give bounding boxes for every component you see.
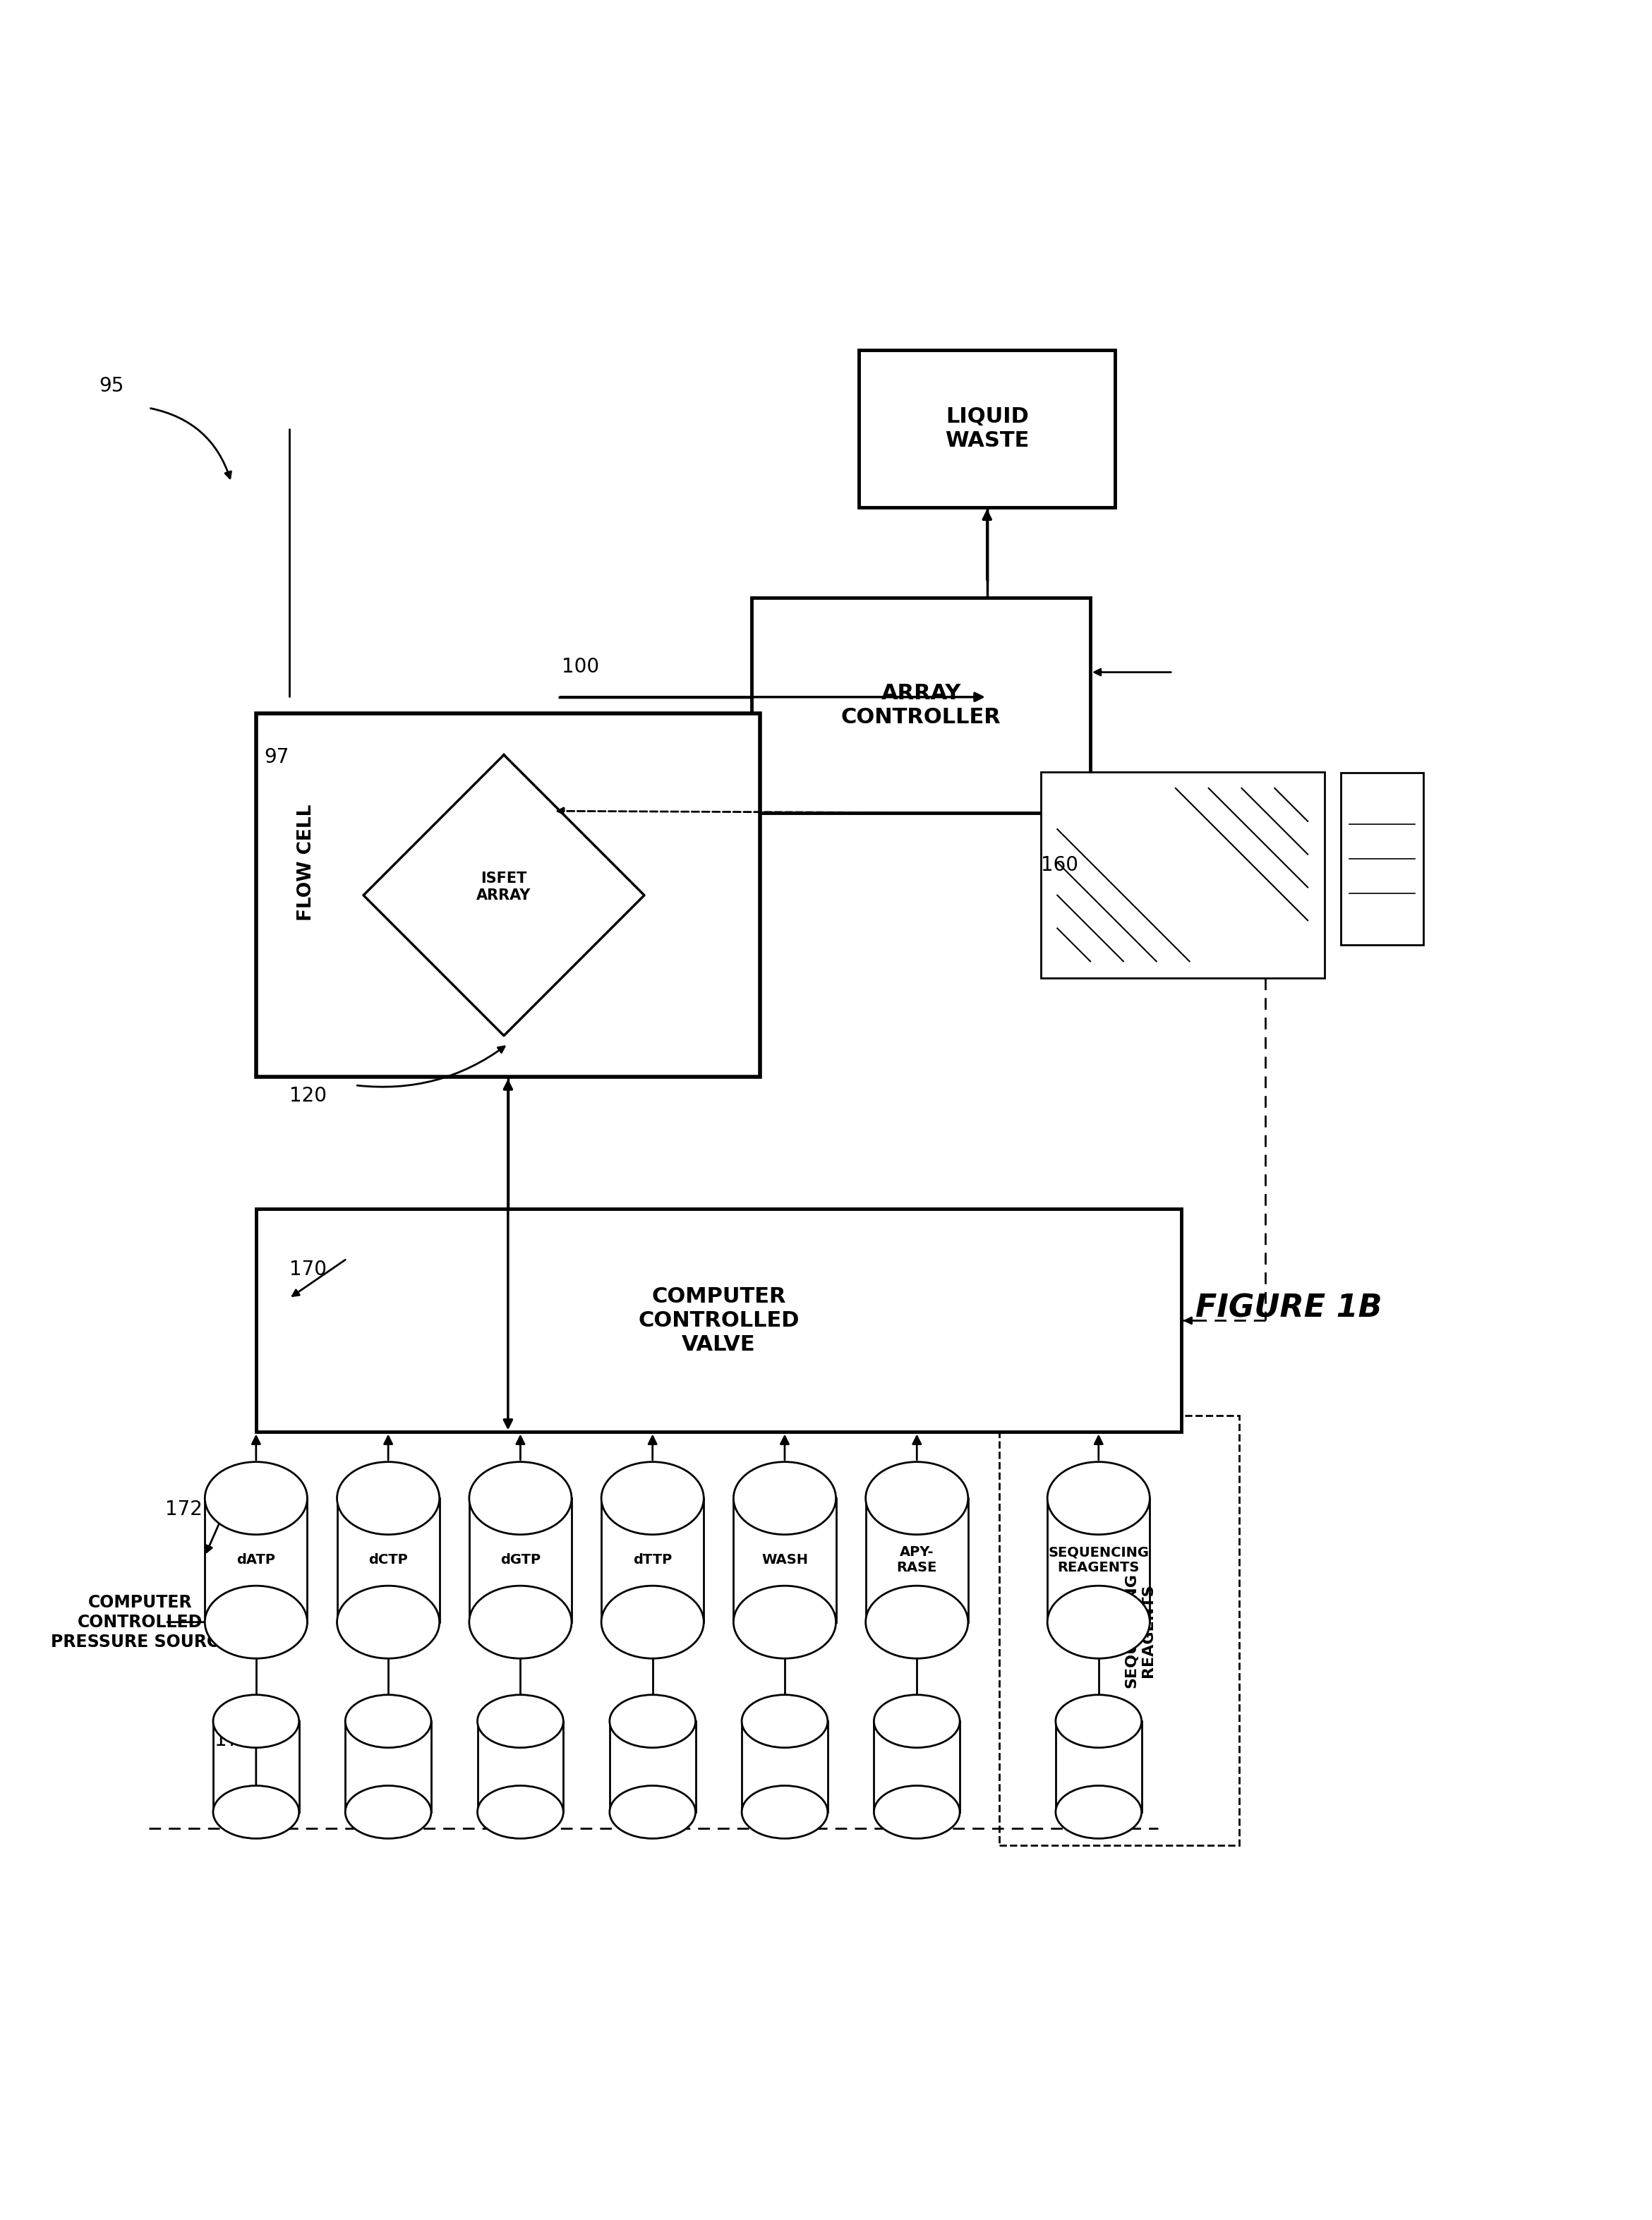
Bar bbox=[752, 597, 1090, 813]
Bar bbox=[477, 1720, 563, 1812]
Text: dATP: dATP bbox=[236, 1554, 276, 1567]
Text: SEQUENCING
REAGENTS: SEQUENCING REAGENTS bbox=[1047, 1545, 1150, 1574]
Bar bbox=[1047, 1499, 1150, 1623]
Text: LIQUID
WASTE: LIQUID WASTE bbox=[945, 406, 1029, 451]
Ellipse shape bbox=[874, 1694, 960, 1747]
Text: ISFET
ARRAY: ISFET ARRAY bbox=[476, 872, 532, 901]
Ellipse shape bbox=[742, 1694, 828, 1747]
Text: dCTP: dCTP bbox=[368, 1554, 408, 1567]
Bar bbox=[859, 351, 1115, 506]
Ellipse shape bbox=[477, 1694, 563, 1747]
Ellipse shape bbox=[733, 1461, 836, 1534]
Bar bbox=[1341, 773, 1424, 946]
Bar bbox=[610, 1720, 695, 1812]
Text: SEQUENCING
REAGENTS: SEQUENCING REAGENTS bbox=[1125, 1572, 1155, 1687]
Bar bbox=[1056, 1720, 1142, 1812]
Text: 100: 100 bbox=[562, 657, 600, 677]
Ellipse shape bbox=[477, 1785, 563, 1838]
Ellipse shape bbox=[345, 1694, 431, 1747]
Ellipse shape bbox=[337, 1585, 439, 1658]
Ellipse shape bbox=[1056, 1694, 1142, 1747]
Ellipse shape bbox=[874, 1785, 960, 1838]
Ellipse shape bbox=[742, 1785, 828, 1838]
Bar bbox=[742, 1720, 828, 1812]
Text: 95: 95 bbox=[99, 375, 124, 395]
Text: APY-
RASE: APY- RASE bbox=[897, 1545, 937, 1574]
Text: COMPUTER
CONTROLLED
VALVE: COMPUTER CONTROLLED VALVE bbox=[638, 1288, 800, 1354]
Bar bbox=[256, 1210, 1181, 1432]
Text: 160: 160 bbox=[1041, 855, 1079, 875]
Bar bbox=[469, 1499, 572, 1623]
Text: ARRAY
CONTROLLER: ARRAY CONTROLLER bbox=[841, 684, 1001, 728]
Text: 170: 170 bbox=[289, 1259, 327, 1279]
Bar bbox=[256, 713, 760, 1077]
Bar bbox=[205, 1499, 307, 1623]
Ellipse shape bbox=[601, 1461, 704, 1534]
Text: dGTP: dGTP bbox=[501, 1554, 540, 1567]
Ellipse shape bbox=[205, 1461, 307, 1534]
Text: 97: 97 bbox=[264, 748, 289, 768]
Ellipse shape bbox=[1047, 1585, 1150, 1658]
Bar bbox=[866, 1499, 968, 1623]
Ellipse shape bbox=[601, 1585, 704, 1658]
Ellipse shape bbox=[337, 1461, 439, 1534]
Ellipse shape bbox=[610, 1785, 695, 1838]
Ellipse shape bbox=[1047, 1461, 1150, 1534]
Ellipse shape bbox=[733, 1585, 836, 1658]
Bar bbox=[733, 1499, 836, 1623]
Ellipse shape bbox=[205, 1585, 307, 1658]
Bar bbox=[337, 1499, 439, 1623]
Text: WASH: WASH bbox=[762, 1554, 808, 1567]
Text: 174: 174 bbox=[215, 1729, 253, 1749]
Bar bbox=[213, 1720, 299, 1812]
FancyBboxPatch shape bbox=[487, 981, 620, 1043]
Ellipse shape bbox=[610, 1694, 695, 1747]
Text: dTTP: dTTP bbox=[633, 1554, 672, 1567]
Ellipse shape bbox=[213, 1694, 299, 1747]
Bar bbox=[345, 1720, 431, 1812]
Ellipse shape bbox=[469, 1585, 572, 1658]
FancyBboxPatch shape bbox=[1041, 773, 1325, 977]
Text: FIGURE 1B: FIGURE 1B bbox=[1196, 1292, 1381, 1323]
Bar bbox=[874, 1720, 960, 1812]
Text: COMPUTER
CONTROLLED
PRESSURE SOURCE: COMPUTER CONTROLLED PRESSURE SOURCE bbox=[51, 1594, 230, 1649]
Ellipse shape bbox=[213, 1785, 299, 1838]
Text: 172: 172 bbox=[165, 1499, 203, 1518]
Ellipse shape bbox=[866, 1461, 968, 1534]
Ellipse shape bbox=[866, 1585, 968, 1658]
Text: FLOW CELL: FLOW CELL bbox=[297, 804, 316, 921]
Bar bbox=[601, 1499, 704, 1623]
Ellipse shape bbox=[345, 1785, 431, 1838]
Bar bbox=[999, 1416, 1239, 1845]
Ellipse shape bbox=[1056, 1785, 1142, 1838]
Text: 120: 120 bbox=[289, 1086, 327, 1106]
Ellipse shape bbox=[469, 1461, 572, 1534]
